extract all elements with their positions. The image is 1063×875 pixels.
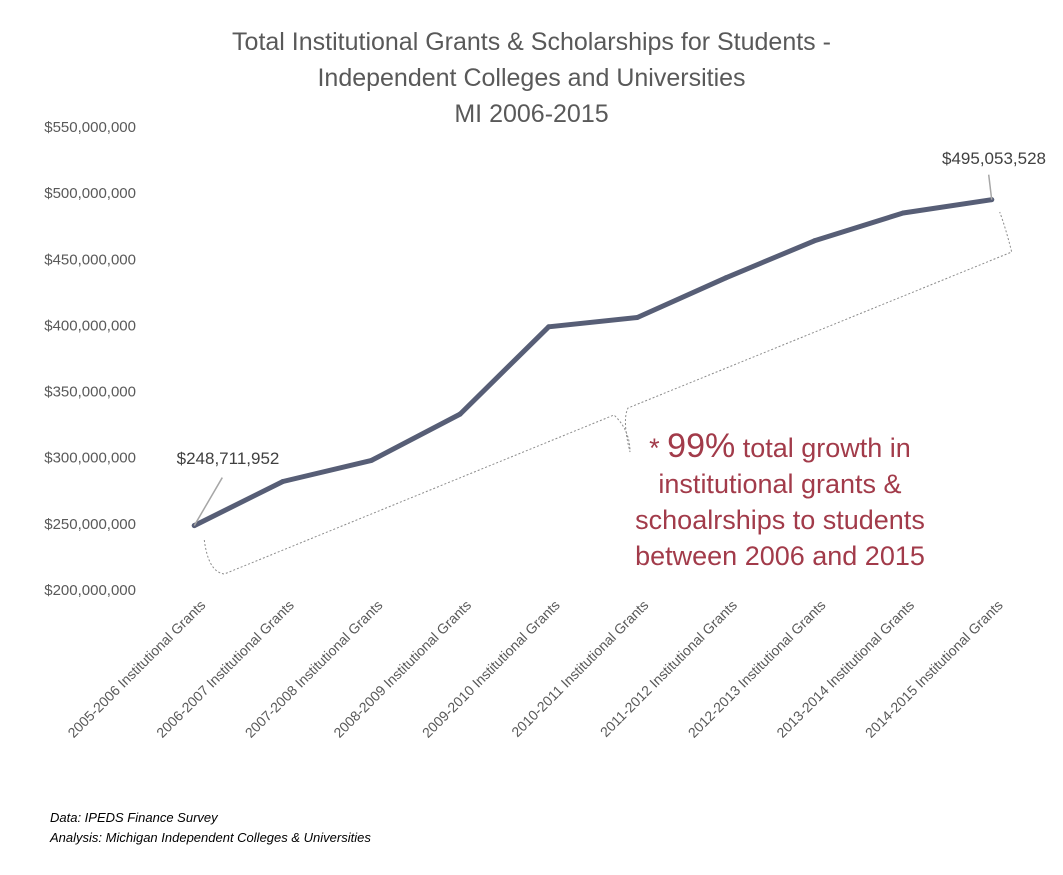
y-tick-label: $500,000,000 [44, 185, 136, 202]
annotation-text: total growth in institutional grants & s… [635, 433, 925, 571]
first-label-leader [193, 477, 223, 526]
source-analysis: Analysis: Michigan Independent Colleges … [50, 830, 371, 845]
data-point [457, 411, 463, 417]
title-line-1: Total Institutional Grants & Scholarship… [232, 28, 831, 56]
growth-bracket [203, 211, 1013, 575]
data-point [900, 210, 906, 216]
data-point [546, 324, 552, 330]
annotation-prefix: * [649, 433, 668, 463]
data-point [280, 479, 286, 485]
y-tick-label: $250,000,000 [44, 516, 136, 533]
last-label-leader [987, 174, 993, 200]
last-data-label: $495,053,528 [942, 149, 1046, 168]
y-tick-label: $300,000,000 [44, 450, 136, 467]
data-point [723, 275, 729, 281]
series-line [191, 197, 995, 529]
y-tick-label: $450,000,000 [44, 251, 136, 268]
y-tick-label: $400,000,000 [44, 317, 136, 334]
source-data: Data: IPEDS Finance Survey [50, 810, 218, 825]
y-tick-label: $550,000,000 [44, 119, 136, 136]
growth-annotation: * 99% total growth in institutional gran… [600, 428, 960, 574]
data-point [812, 238, 817, 244]
data-point [634, 314, 640, 320]
data-point [369, 457, 374, 463]
annotation-highlight: 99% [667, 427, 736, 465]
title-line-3: MI 2006-2015 [454, 100, 609, 128]
title-line-2: Independent Colleges and Universities [317, 64, 746, 92]
y-tick-label: $350,000,000 [44, 384, 136, 401]
first-data-label: $248,711,952 [177, 449, 280, 468]
source-notes: Data: IPEDS Finance Survey Analysis: Mic… [50, 808, 371, 848]
x-tick-label: 2005-2006 Institutional Grants [64, 597, 208, 741]
chart-title: Total Institutional Grants & Scholarship… [0, 24, 1063, 132]
y-tick-label: $200,000,000 [44, 582, 136, 599]
